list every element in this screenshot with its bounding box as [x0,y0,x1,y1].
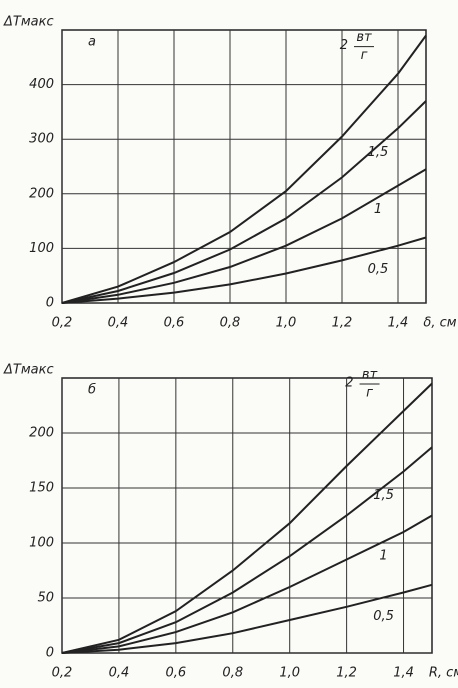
unit-denominator: г [361,48,368,63]
unit-numerator: вт [356,30,372,45]
x-tick-label: 1,4 [393,666,414,681]
series-label: 1,5 [368,145,389,160]
x-tick-label: 1,2 [332,316,353,331]
y-tick-label: 0 [46,646,54,661]
x-tick-label: 1,4 [388,316,409,331]
series-label: 2 [340,38,348,53]
curve [61,514,433,654]
unit-numerator: вт [362,368,378,383]
x-tick-label: 0,4 [108,316,129,331]
y-tick-label: 100 [29,536,54,551]
curve [61,446,433,654]
y-tick-label: 200 [29,186,54,201]
curve [61,100,427,304]
series-label: 0,5 [373,609,394,624]
y-tick-label: 0 [46,296,54,311]
series-label: 0,5 [368,262,389,277]
curve [61,583,433,654]
series-label: 1 [379,549,387,564]
x-tick-label: 0,2 [52,316,73,331]
x-tick-label: 0,2 [52,666,73,681]
series-label: 2 [345,376,353,391]
x-axis-label: δ, см [423,316,456,331]
x-tick-label: 0,8 [220,316,241,331]
y-axis-label: ΔTмакс [3,15,54,30]
series-label: 1 [374,202,382,217]
x-tick-label: 1,0 [279,666,300,681]
panel-label: б [88,383,96,398]
x-tick-label: 0,8 [222,666,243,681]
curve [61,34,427,304]
x-tick-label: 1,0 [276,316,297,331]
y-tick-label: 100 [29,241,54,256]
curve [61,168,427,304]
y-axis-label: ΔTмакс [3,363,54,378]
y-tick-label: 50 [37,591,54,606]
curve [61,382,433,654]
x-tick-label: 0,6 [164,316,185,331]
series-label: 1,5 [373,488,394,503]
x-tick-label: 0,6 [166,666,187,681]
panel-label: а [88,35,96,50]
y-tick-label: 150 [29,481,54,496]
y-tick-label: 400 [29,77,54,92]
y-tick-label: 200 [29,426,54,441]
x-tick-label: 0,4 [109,666,130,681]
unit-denominator: г [366,386,373,401]
x-axis-label: R, см [429,666,458,681]
curve [61,236,427,304]
y-tick-label: 300 [29,132,54,147]
x-tick-label: 1,2 [336,666,357,681]
